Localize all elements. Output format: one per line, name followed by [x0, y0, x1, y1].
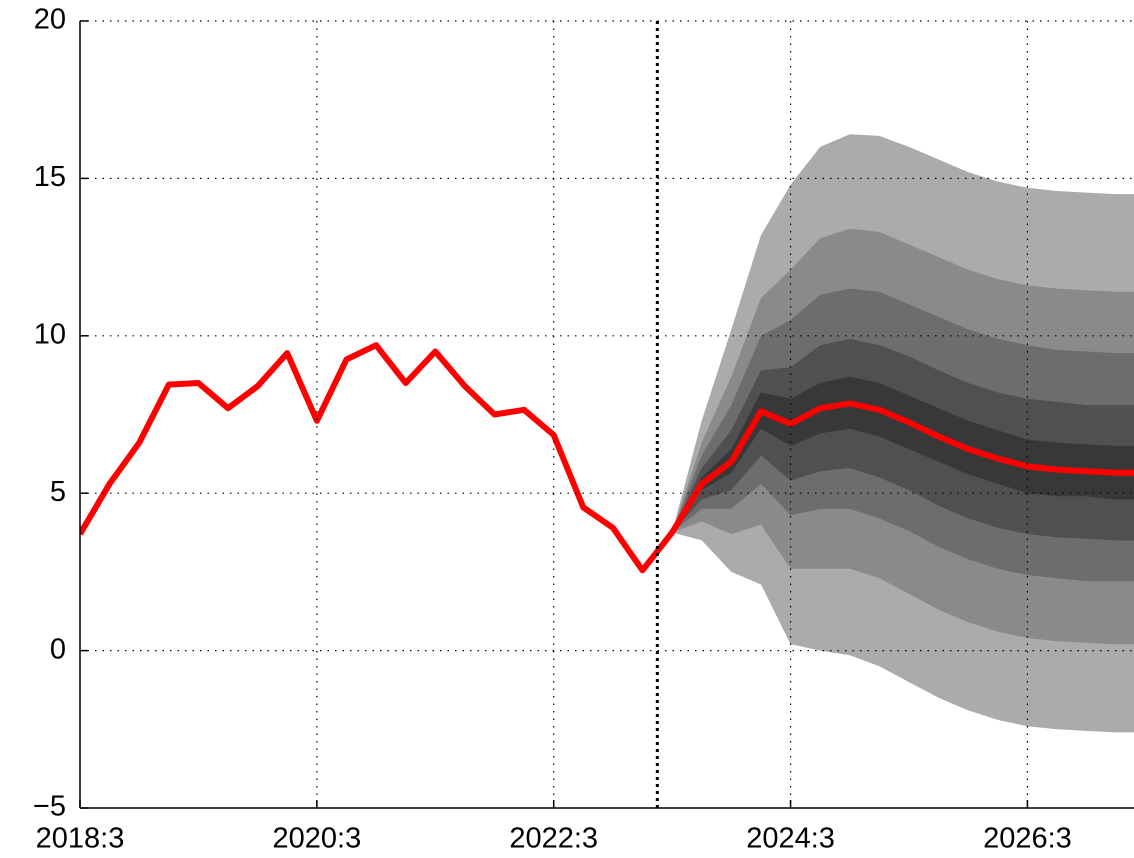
plot-area — [80, 134, 1134, 733]
y-tick-label: 15 — [34, 161, 66, 193]
x-tick-label: 2024:3 — [746, 823, 835, 855]
y-tick-label: 5 — [50, 476, 66, 508]
fan-band — [672, 376, 1134, 533]
x-tick-label: 2026:3 — [983, 823, 1072, 855]
data-line — [80, 342, 1134, 574]
y-tick-label: 20 — [34, 4, 66, 36]
x-tick-label: 2020:3 — [273, 823, 362, 855]
x-tick-label: 2022:3 — [509, 823, 598, 855]
y-tick-label: −5 — [33, 791, 66, 823]
y-tick-label: 10 — [34, 318, 66, 350]
x-tick-label: 2018:3 — [36, 823, 125, 855]
y-tick-label: 0 — [50, 633, 66, 665]
